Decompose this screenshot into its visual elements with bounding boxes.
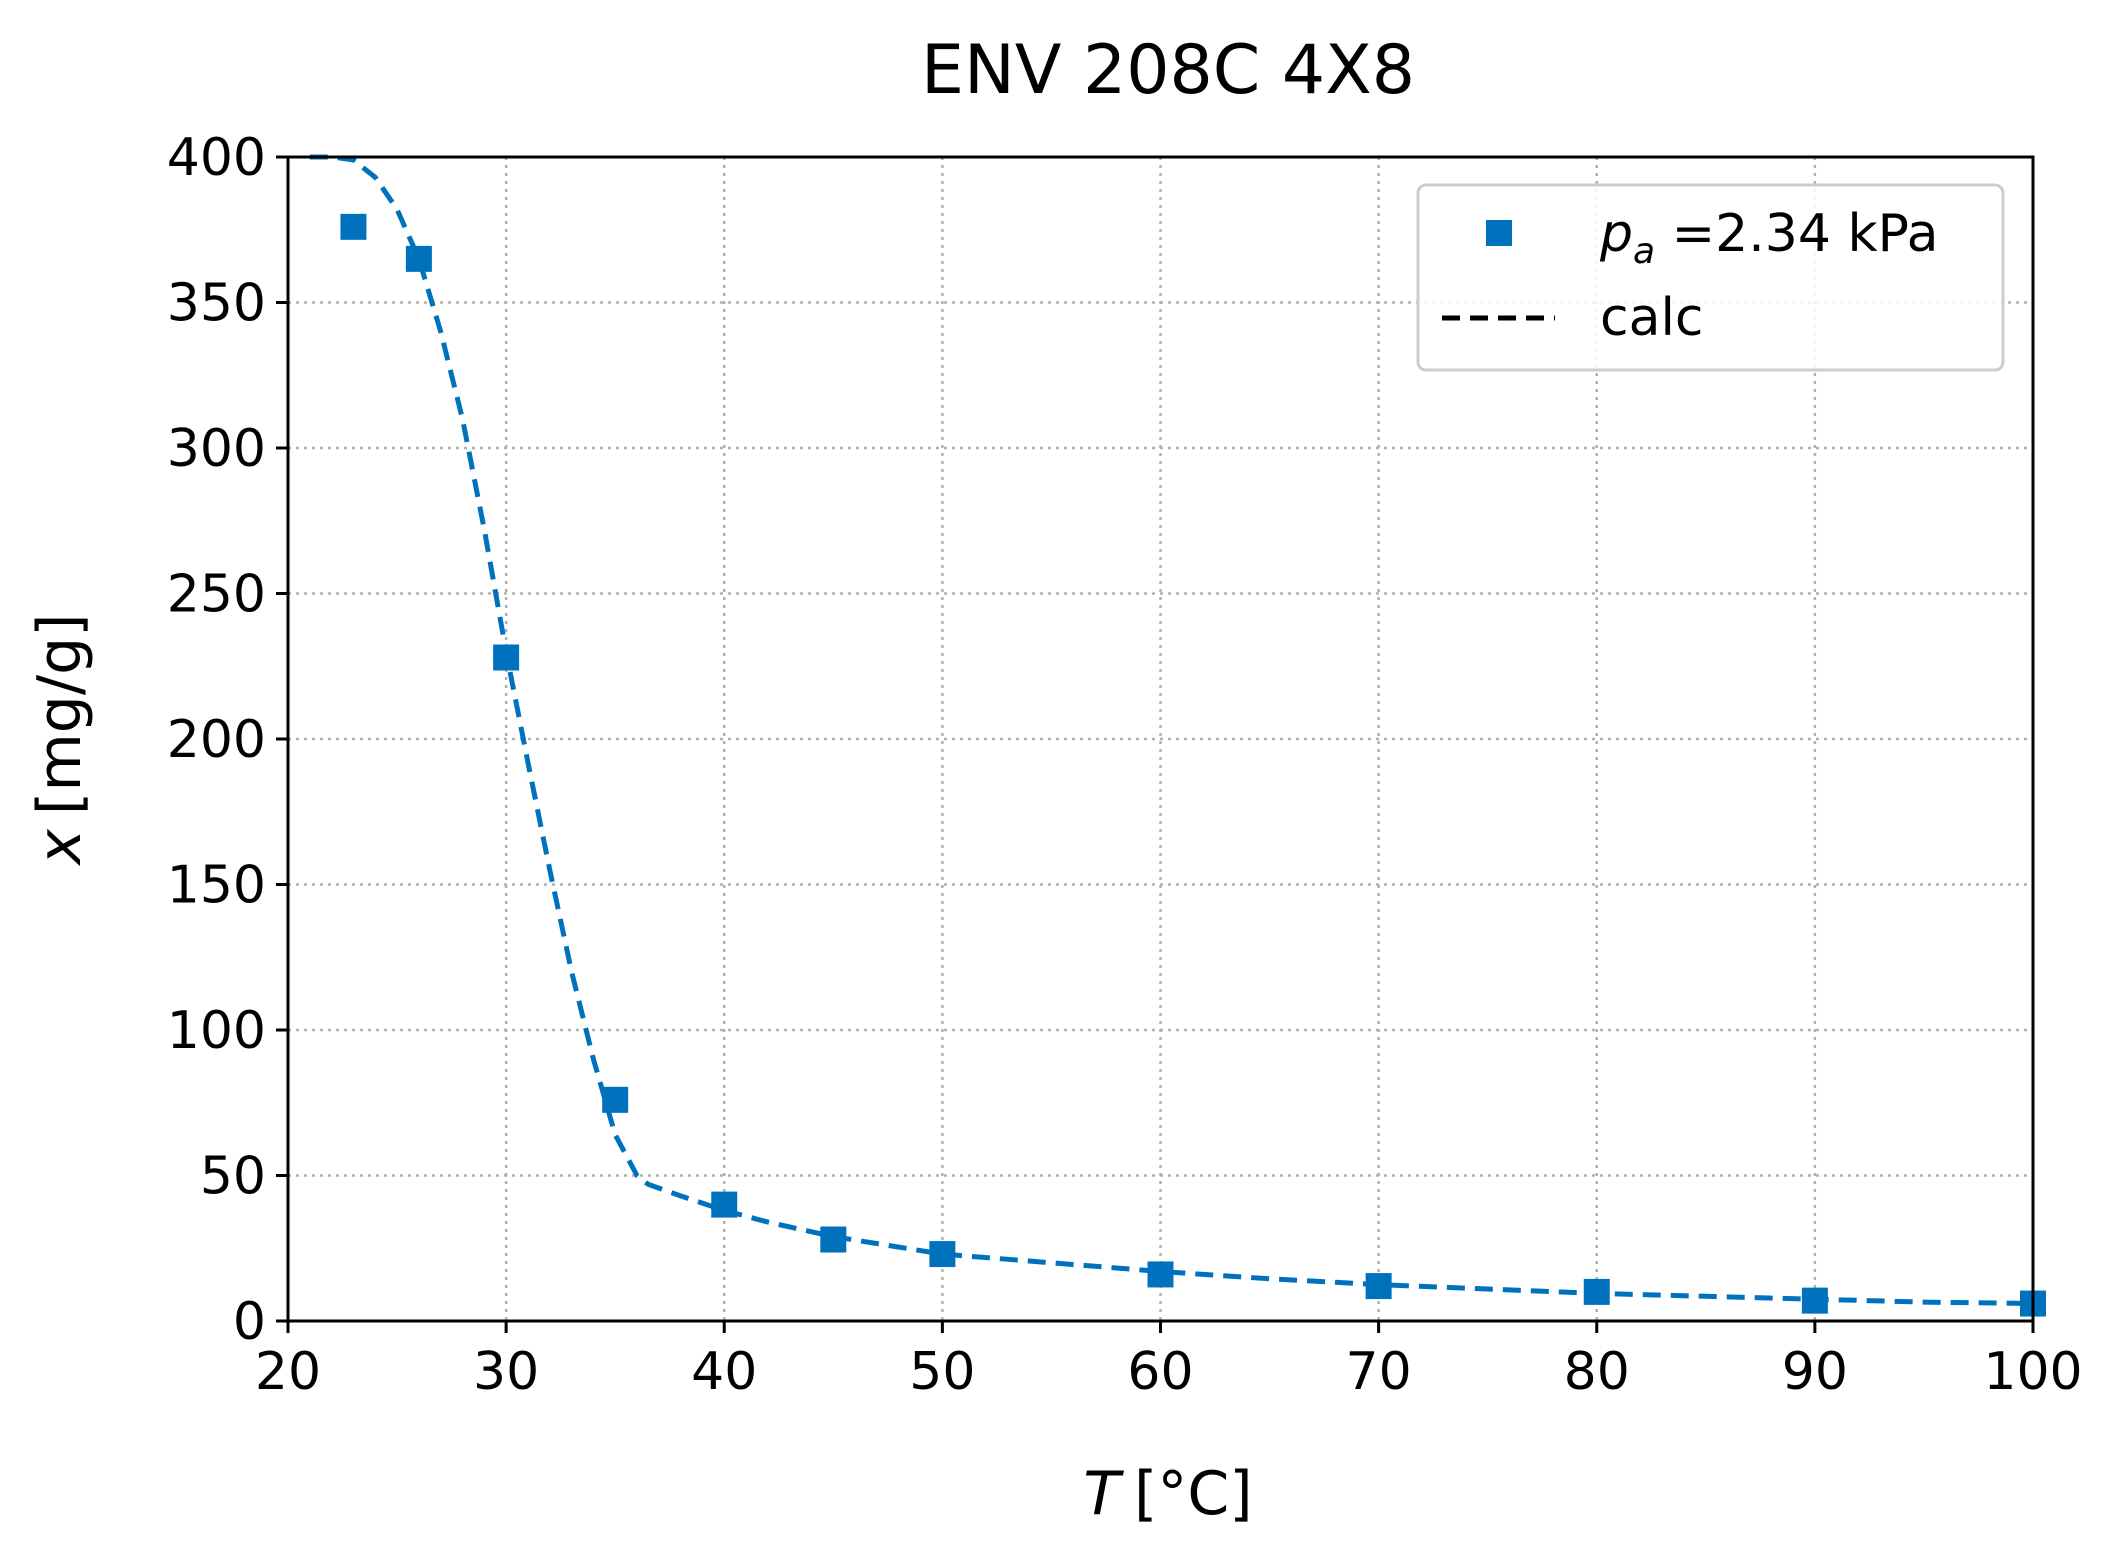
data-point [1147, 1261, 1174, 1288]
x-axis-ticks: 20 30 40 50 60 70 80 90 100 [255, 1321, 2083, 1402]
y-tick-label: 400 [167, 128, 266, 188]
y-tick-label: 300 [167, 419, 266, 479]
x-tick-label: 20 [255, 1342, 321, 1402]
data-point [1801, 1287, 1828, 1314]
legend-points-sub: a [1633, 231, 1655, 272]
x-tick-label: 70 [1346, 1342, 1412, 1402]
y-tick-label: 250 [167, 565, 266, 625]
y-tick-label: 50 [200, 1147, 266, 1207]
x-axis-label: T [°C] [1083, 1459, 1252, 1529]
y-tick-label: 200 [167, 710, 266, 770]
data-point [929, 1241, 956, 1268]
y-tick-label: 350 [167, 274, 266, 334]
x-tick-label: 90 [1782, 1342, 1848, 1402]
data-point [340, 213, 367, 240]
y-axis-label-var: x [25, 829, 95, 867]
x-tick-label: 40 [691, 1342, 757, 1402]
y-axis-label: x [mg/g] [25, 613, 95, 866]
data-point [711, 1191, 738, 1218]
legend: pa =2.34 kPa calc [1416, 183, 2005, 372]
legend-points-var: p [1599, 204, 1633, 264]
y-tick-label: 100 [167, 1001, 266, 1061]
measured-points-series [340, 213, 2046, 1317]
x-axis-label-var: T [1083, 1459, 1124, 1529]
legend-points-rest: =2.34 kPa [1655, 204, 1938, 264]
data-point [1365, 1273, 1392, 1300]
legend-label-points: pa =2.34 kPa [1599, 204, 1939, 272]
data-point [1583, 1278, 1610, 1305]
y-axis-ticks: 0 50 100 150 200 250 300 350 400 [167, 128, 288, 1352]
data-point [602, 1086, 629, 1113]
chart-title: ENV 208C 4X8 [921, 31, 1415, 110]
legend-box [1416, 183, 2005, 372]
x-tick-label: 30 [473, 1342, 539, 1402]
x-axis-label-unit: [°C] [1134, 1459, 1253, 1529]
x-tick-label: 80 [1564, 1342, 1630, 1402]
x-tick-label: 60 [1127, 1342, 1193, 1402]
y-axis-label-unit: [mg/g] [25, 613, 95, 815]
data-point [820, 1226, 847, 1253]
x-tick-label: 50 [909, 1342, 975, 1402]
y-tick-label: 150 [167, 856, 266, 916]
data-point [493, 644, 520, 671]
legend-marker-points [1486, 220, 1512, 246]
legend-label-calc: calc [1600, 288, 1704, 348]
x-tick-label: 100 [1983, 1342, 2082, 1402]
y-tick-label: 0 [233, 1292, 266, 1352]
data-point [405, 245, 432, 272]
